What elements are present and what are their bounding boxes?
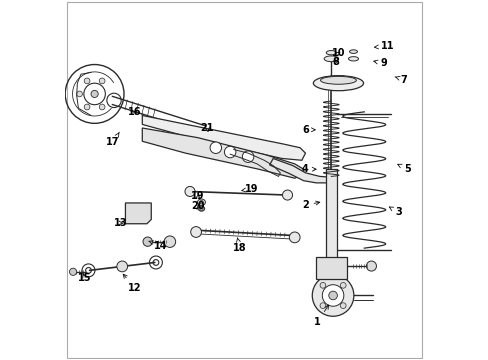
Circle shape: [320, 283, 325, 288]
Text: 15: 15: [78, 273, 91, 283]
Text: 7: 7: [394, 75, 407, 85]
Text: 3: 3: [388, 207, 401, 217]
Circle shape: [282, 190, 292, 200]
Polygon shape: [142, 128, 303, 178]
Bar: [325, 169, 336, 270]
Text: 13: 13: [113, 218, 127, 228]
Circle shape: [91, 90, 98, 98]
Circle shape: [99, 104, 105, 110]
Circle shape: [320, 303, 325, 309]
Circle shape: [117, 261, 127, 272]
Text: 20: 20: [191, 201, 204, 211]
Ellipse shape: [198, 206, 204, 211]
Text: 10: 10: [332, 48, 345, 58]
Circle shape: [69, 268, 77, 275]
Circle shape: [84, 104, 90, 110]
Ellipse shape: [324, 56, 338, 62]
Text: 1: 1: [314, 305, 328, 327]
Circle shape: [142, 237, 152, 246]
Text: 8: 8: [332, 57, 339, 67]
Polygon shape: [316, 257, 346, 279]
Circle shape: [140, 208, 147, 215]
Text: 5: 5: [397, 164, 410, 174]
Circle shape: [366, 261, 376, 271]
Circle shape: [99, 78, 105, 84]
Text: 9: 9: [373, 58, 386, 68]
Text: 14: 14: [148, 240, 167, 251]
Circle shape: [190, 226, 201, 237]
Polygon shape: [125, 203, 151, 224]
Text: 2: 2: [301, 200, 319, 210]
Circle shape: [210, 142, 221, 153]
Text: 21: 21: [201, 123, 214, 133]
Circle shape: [199, 207, 203, 211]
Ellipse shape: [349, 50, 357, 53]
Circle shape: [129, 208, 137, 215]
Polygon shape: [142, 116, 305, 160]
Text: 19: 19: [241, 184, 258, 194]
Polygon shape: [269, 158, 330, 183]
Circle shape: [77, 91, 82, 97]
Circle shape: [322, 285, 343, 306]
Circle shape: [164, 236, 175, 247]
Circle shape: [340, 283, 346, 288]
Circle shape: [84, 78, 90, 84]
Circle shape: [224, 146, 235, 158]
Circle shape: [328, 291, 337, 300]
Text: 12: 12: [123, 274, 141, 293]
Circle shape: [335, 264, 342, 271]
Circle shape: [340, 303, 346, 309]
Text: 18: 18: [233, 238, 246, 253]
Ellipse shape: [313, 76, 363, 91]
Circle shape: [320, 264, 327, 271]
Ellipse shape: [325, 50, 336, 55]
Circle shape: [289, 232, 300, 243]
Text: 16: 16: [128, 107, 141, 117]
Text: 6: 6: [301, 125, 315, 135]
Text: 17: 17: [106, 132, 120, 147]
Ellipse shape: [197, 199, 205, 206]
Circle shape: [199, 201, 203, 204]
Ellipse shape: [320, 76, 356, 84]
Text: 4: 4: [301, 164, 315, 174]
Text: 19: 19: [191, 191, 204, 201]
Circle shape: [184, 186, 195, 197]
Circle shape: [312, 275, 353, 316]
Circle shape: [242, 151, 253, 162]
Ellipse shape: [348, 57, 358, 61]
Text: 11: 11: [374, 41, 393, 51]
